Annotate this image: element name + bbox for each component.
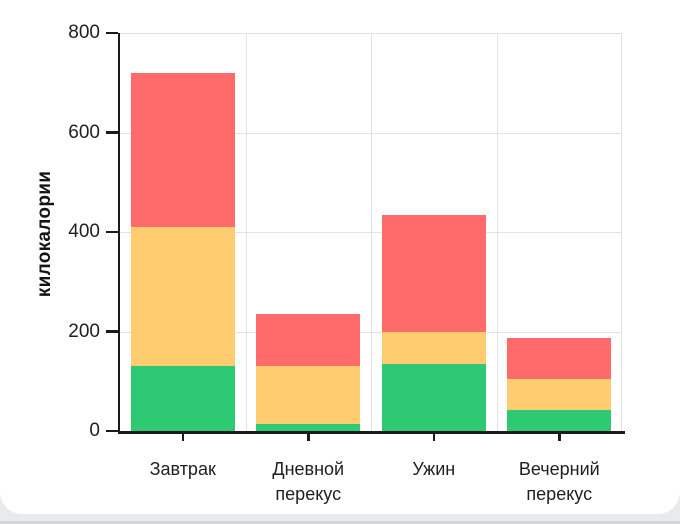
y-tick-label-0: 0 (89, 420, 100, 441)
bar-3[interactable] (381, 214, 486, 431)
red-top-segment[interactable] (381, 214, 486, 332)
yellow-middle-segment[interactable] (130, 227, 235, 367)
y-axis-line (117, 33, 120, 433)
y-tick-mark-400 (105, 230, 118, 234)
y-tick-mark-600 (105, 131, 118, 134)
yellow-middle-segment[interactable] (381, 331, 486, 364)
x-category-label-3: Ужин (412, 459, 456, 479)
x-axis-line (117, 431, 625, 434)
green-bottom-segment[interactable] (381, 363, 486, 431)
x-tick-mark-4 (558, 433, 561, 441)
y-tick-mark-200 (105, 330, 118, 333)
x-category-label-2: Дневной перекус (272, 459, 345, 504)
x-tick-mark-1 (181, 433, 184, 441)
y-tick-label-200: 200 (68, 320, 100, 342)
x-category-label-1: Завтрак (149, 459, 216, 479)
y-tick-label-400: 400 (68, 221, 100, 242)
page-bottom-edge (0, 521, 680, 524)
green-bottom-segment[interactable] (507, 410, 612, 431)
plot-area (120, 33, 622, 431)
yellow-middle-segment[interactable] (256, 366, 361, 424)
green-bottom-segment[interactable] (130, 366, 235, 431)
red-top-segment[interactable] (507, 337, 612, 379)
green-bottom-segment[interactable] (256, 423, 361, 431)
yellow-middle-segment[interactable] (507, 378, 612, 411)
x-category-label-4: Вечерний перекус (518, 459, 600, 504)
red-top-segment[interactable] (256, 314, 361, 367)
bar-1[interactable] (130, 72, 235, 431)
gridline-vertical-2 (371, 33, 372, 431)
bar-2[interactable] (256, 314, 361, 431)
bar-4[interactable] (507, 337, 612, 431)
y-tick-mark-800 (105, 31, 118, 35)
y-tick-label-600: 600 (68, 121, 100, 143)
y-tick-label-800: 800 (68, 22, 100, 43)
gridline-vertical-1 (245, 33, 247, 431)
x-tick-mark-2 (307, 433, 310, 441)
y-tick-mark-0 (105, 429, 118, 433)
gridline-vertical-3 (496, 33, 498, 431)
gridline-vertical-4 (621, 33, 622, 431)
x-tick-mark-3 (432, 433, 435, 441)
red-top-segment[interactable] (130, 72, 235, 228)
